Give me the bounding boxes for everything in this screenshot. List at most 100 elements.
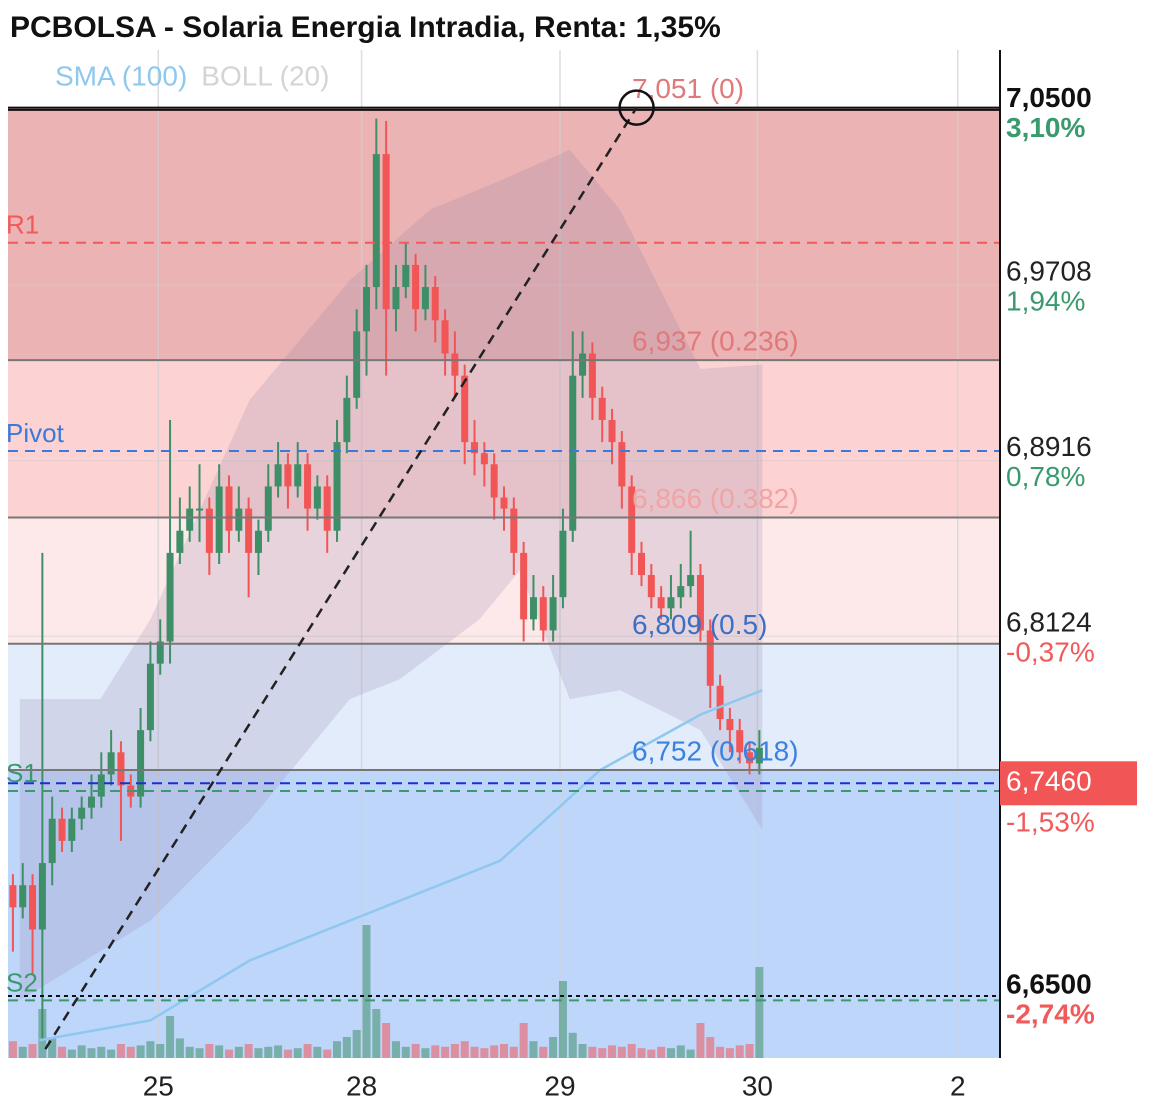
volume-bar bbox=[333, 1041, 342, 1058]
volume-bar bbox=[696, 1023, 705, 1058]
candle-body bbox=[687, 575, 695, 587]
candle-body bbox=[78, 807, 86, 819]
volume-bar bbox=[58, 1046, 67, 1058]
volume-bar bbox=[657, 1046, 666, 1058]
volume-bar bbox=[323, 1049, 332, 1058]
candle-body bbox=[215, 486, 223, 553]
volume-bar bbox=[372, 1009, 381, 1058]
candle-body bbox=[117, 752, 125, 786]
volume-bar bbox=[627, 1044, 636, 1058]
price-change: -2,74% bbox=[1006, 998, 1095, 1029]
candle-body bbox=[156, 641, 164, 664]
volume-bar bbox=[686, 1049, 695, 1058]
volume-bar bbox=[28, 1044, 37, 1058]
candle-body bbox=[284, 464, 292, 487]
volume-bar bbox=[48, 1038, 57, 1058]
candle-body bbox=[716, 685, 724, 720]
volume-bar bbox=[549, 1037, 558, 1058]
volume-bar bbox=[460, 1041, 469, 1058]
volume-bar bbox=[126, 1046, 135, 1058]
volume-bar bbox=[67, 1049, 76, 1058]
y-tick-label: 6,8916 bbox=[1006, 431, 1092, 462]
candle-body bbox=[451, 353, 459, 376]
volume-bar bbox=[637, 1048, 646, 1058]
x-tick-label: 29 bbox=[544, 1070, 575, 1101]
volume-bar bbox=[215, 1045, 224, 1058]
volume-bar bbox=[725, 1048, 734, 1058]
volume-bar bbox=[647, 1049, 656, 1058]
candle-body bbox=[353, 331, 361, 398]
candle-body bbox=[677, 586, 685, 598]
volume-bar bbox=[293, 1048, 302, 1058]
candle-body bbox=[608, 419, 616, 443]
volume-bar bbox=[490, 1045, 499, 1058]
volume-bar bbox=[666, 1048, 675, 1058]
candle-body bbox=[657, 597, 665, 609]
volume-bar bbox=[598, 1048, 607, 1058]
volume-bar bbox=[441, 1046, 450, 1058]
volume-bar bbox=[382, 1023, 391, 1058]
volume-bar bbox=[224, 1049, 233, 1058]
legend-entry: BOLL (20) bbox=[201, 60, 329, 91]
candle-body bbox=[87, 796, 95, 808]
candle-body bbox=[264, 486, 272, 531]
fib-label: 6,809 (0.5) bbox=[632, 609, 767, 640]
sma-line bbox=[39, 689, 763, 1042]
legend-entry: SMA (100) bbox=[55, 60, 187, 91]
candle-body bbox=[392, 287, 400, 310]
y-tick-label: 6,9708 bbox=[1006, 256, 1092, 287]
volume-bar bbox=[185, 1046, 194, 1058]
y-tick-label: 6,8124 bbox=[1006, 607, 1092, 638]
pivot-label: S2 bbox=[6, 967, 38, 997]
price-label: 7,0500 bbox=[1006, 82, 1092, 113]
candle-body bbox=[166, 552, 174, 642]
fib-zone bbox=[8, 643, 1000, 770]
volume-bar bbox=[342, 1037, 351, 1058]
volume-bar bbox=[588, 1046, 597, 1058]
pivot-label: R1 bbox=[6, 210, 39, 240]
candle-body bbox=[38, 863, 46, 930]
candle-body bbox=[146, 663, 154, 731]
volume-bar bbox=[146, 1041, 155, 1058]
volume-bar bbox=[568, 1032, 577, 1058]
candle-body bbox=[294, 464, 302, 487]
volume-bar bbox=[156, 1044, 165, 1058]
candle-body bbox=[638, 552, 646, 576]
chart-title: PCBOLSA - Solaria Energia Intradia, Rent… bbox=[10, 11, 721, 44]
y-tick-change: 1,94% bbox=[1006, 286, 1085, 317]
volume-bar bbox=[755, 967, 764, 1058]
candle-body bbox=[372, 154, 380, 288]
candle-body bbox=[274, 464, 282, 487]
volume-bar bbox=[411, 1044, 420, 1058]
volume-bar bbox=[480, 1048, 489, 1058]
candle-body bbox=[254, 530, 262, 553]
trend-handle bbox=[618, 89, 655, 126]
axis-panel bbox=[1000, 0, 1154, 1118]
candle-body bbox=[382, 154, 390, 310]
fib-zone bbox=[8, 770, 1000, 1058]
candle-body bbox=[746, 752, 754, 764]
volume-bar bbox=[745, 1044, 754, 1058]
candle-body bbox=[588, 353, 596, 398]
candle-body bbox=[225, 486, 233, 531]
candle-body bbox=[471, 442, 479, 454]
volume-bar bbox=[303, 1044, 312, 1058]
fib-label: 7,051 (0) bbox=[632, 73, 744, 104]
volume-bar bbox=[283, 1049, 292, 1058]
candle-body bbox=[480, 453, 488, 465]
candle-body bbox=[333, 442, 341, 531]
candle-body bbox=[107, 752, 115, 775]
price-box bbox=[1000, 761, 1137, 806]
volume-bar bbox=[676, 1045, 685, 1058]
candle-body bbox=[137, 730, 145, 797]
volume-bar bbox=[735, 1045, 744, 1058]
candle-body bbox=[9, 885, 17, 908]
title-bar bbox=[0, 0, 1000, 50]
volume-bar bbox=[450, 1044, 459, 1058]
volume-bar bbox=[18, 1046, 27, 1058]
volume-bar bbox=[87, 1048, 96, 1058]
fib-label: 6,752 (0.618) bbox=[632, 735, 799, 766]
candle-body bbox=[696, 575, 704, 631]
volume-bar bbox=[539, 1046, 548, 1058]
